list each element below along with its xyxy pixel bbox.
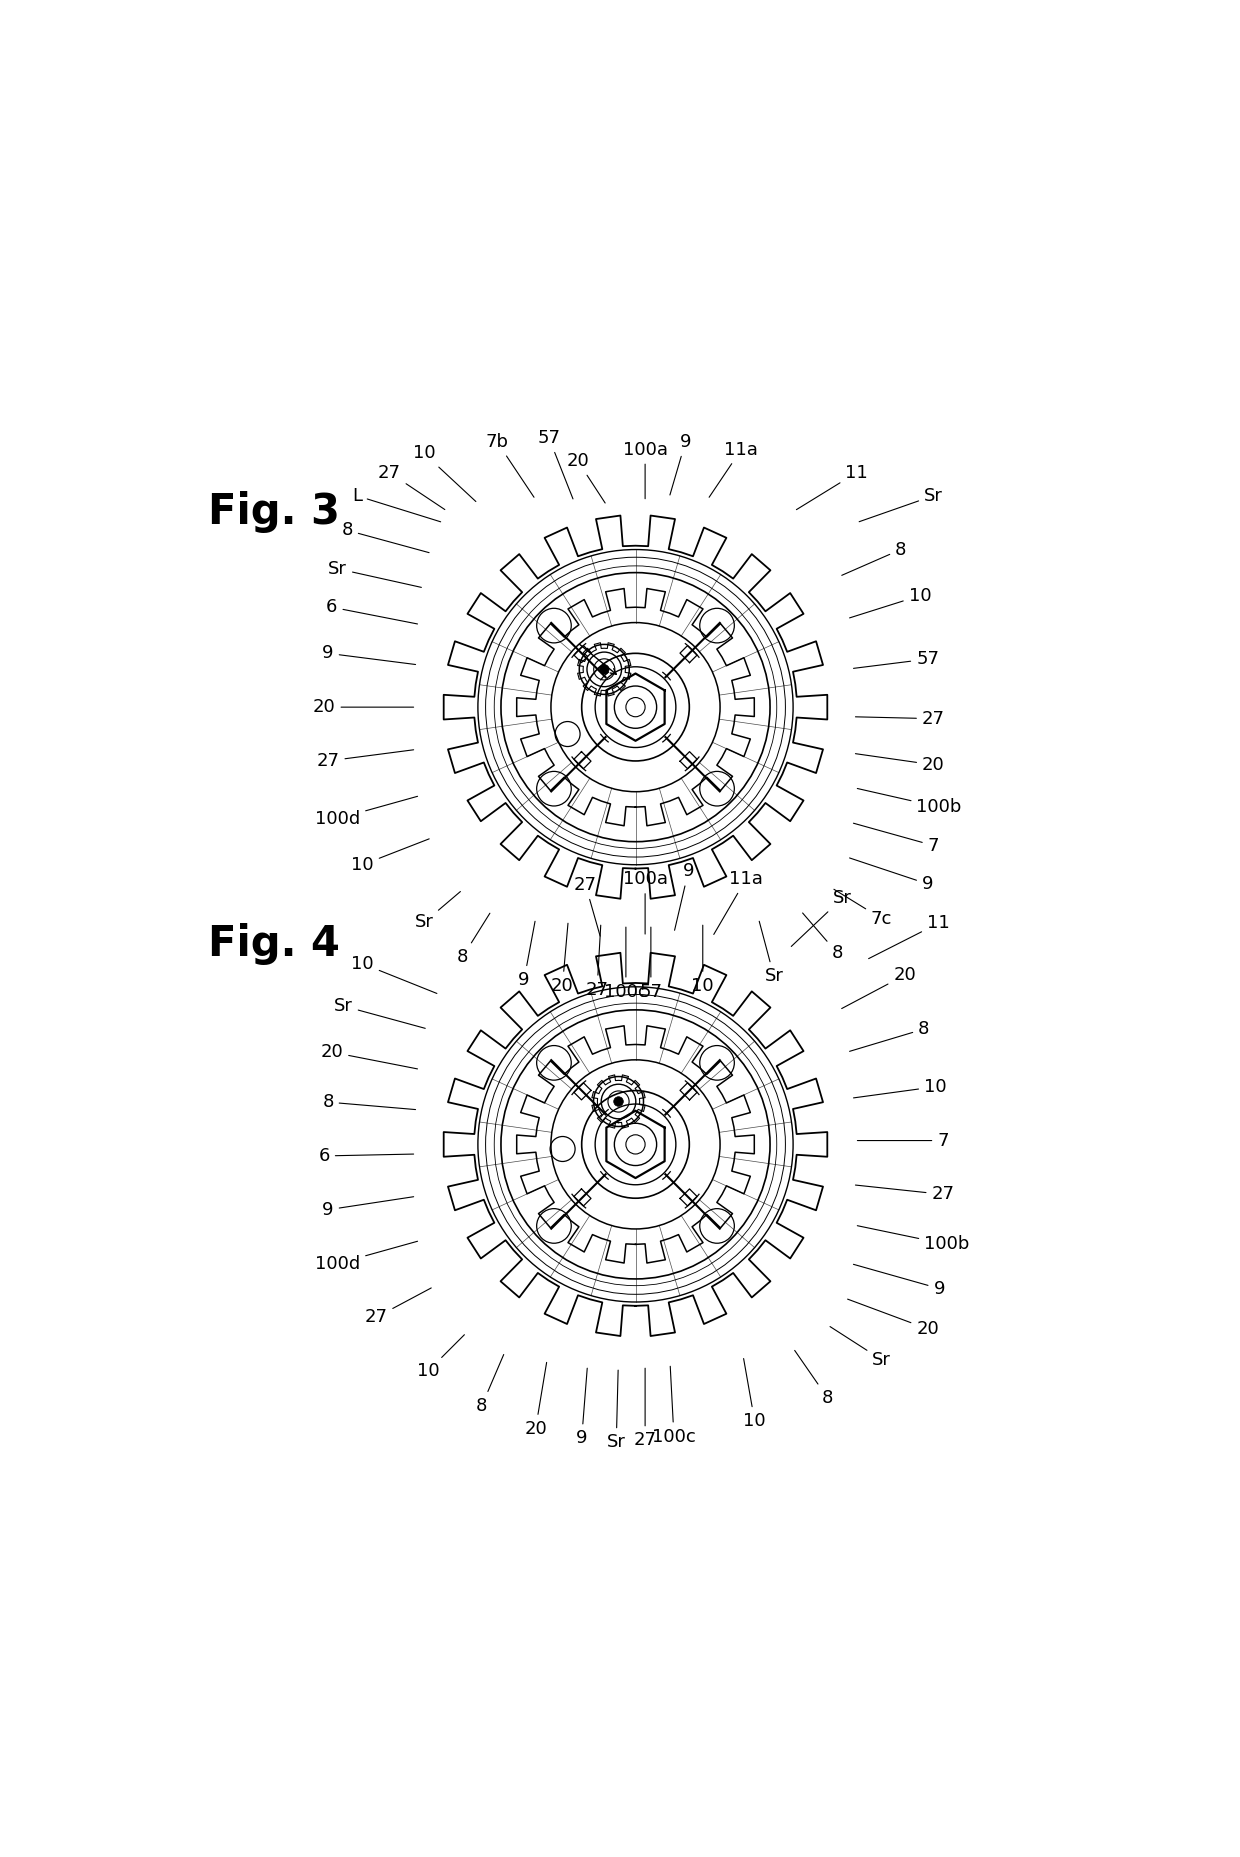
Text: Fig. 4: Fig. 4 (208, 923, 340, 966)
Text: 100b: 100b (857, 789, 962, 815)
Text: 11: 11 (869, 914, 950, 958)
Text: 9: 9 (322, 644, 415, 665)
Text: 100a: 100a (622, 440, 667, 500)
Text: 27: 27 (856, 709, 945, 728)
Text: 8: 8 (842, 540, 906, 576)
Text: 20: 20 (842, 966, 916, 1008)
Text: 9: 9 (518, 921, 534, 990)
Text: 100c: 100c (604, 927, 647, 1001)
Text: 7: 7 (853, 823, 939, 854)
Text: Sr: Sr (759, 921, 784, 986)
Text: 8: 8 (802, 914, 843, 962)
Text: 20: 20 (320, 1044, 418, 1070)
Text: 6: 6 (319, 1148, 414, 1164)
Text: 10: 10 (853, 1077, 946, 1097)
Text: 11: 11 (796, 464, 868, 509)
Text: 8: 8 (322, 1094, 415, 1110)
Text: Fig. 3: Fig. 3 (208, 490, 340, 533)
Text: 100d: 100d (315, 1240, 418, 1272)
Text: 9: 9 (322, 1196, 414, 1218)
Text: 57: 57 (853, 650, 939, 669)
Text: 57: 57 (537, 429, 573, 500)
Text: 20: 20 (567, 451, 605, 503)
Text: 27: 27 (856, 1185, 955, 1203)
Text: 8: 8 (476, 1354, 503, 1415)
Text: Sr: Sr (329, 559, 422, 587)
Text: 9: 9 (853, 1265, 945, 1298)
Text: 27: 27 (585, 925, 609, 999)
Circle shape (614, 1097, 624, 1107)
Text: Sr: Sr (791, 890, 852, 947)
Text: 7: 7 (857, 1131, 949, 1149)
Text: 11a: 11a (709, 440, 758, 498)
Text: 9: 9 (575, 1369, 588, 1447)
Text: 10: 10 (417, 1335, 465, 1380)
Circle shape (599, 665, 609, 674)
Text: 20: 20 (525, 1363, 547, 1437)
Text: 8: 8 (341, 522, 429, 553)
Text: Sr: Sr (334, 997, 425, 1029)
Text: 11a: 11a (714, 871, 763, 934)
Text: 100b: 100b (857, 1226, 970, 1253)
Text: 100a: 100a (622, 871, 667, 934)
Text: 27: 27 (634, 1369, 657, 1448)
Text: 100c: 100c (652, 1367, 696, 1445)
Text: Sr: Sr (859, 487, 942, 522)
Text: 10: 10 (849, 587, 931, 618)
Text: 9: 9 (849, 858, 934, 893)
Text: 8: 8 (849, 1019, 930, 1051)
Text: 9: 9 (670, 433, 691, 496)
Text: 20: 20 (848, 1300, 939, 1337)
Text: 8: 8 (456, 914, 490, 966)
Text: 9: 9 (675, 862, 694, 930)
Text: Sr: Sr (606, 1370, 626, 1452)
Text: Sr: Sr (830, 1326, 892, 1369)
Text: 20: 20 (551, 923, 574, 995)
Text: 10: 10 (351, 954, 436, 993)
Text: 57: 57 (640, 927, 662, 1001)
Text: 10: 10 (413, 444, 476, 501)
Text: 100d: 100d (315, 797, 418, 828)
Text: L: L (352, 487, 440, 522)
Text: 7c: 7c (835, 890, 893, 927)
Text: 10: 10 (743, 1359, 766, 1430)
Text: 20: 20 (856, 754, 945, 774)
Text: 10: 10 (692, 925, 714, 995)
Text: 20: 20 (312, 698, 414, 717)
Text: 27: 27 (574, 877, 600, 936)
Text: 7b: 7b (486, 433, 534, 498)
Text: Sr: Sr (414, 891, 460, 932)
Text: 27: 27 (316, 750, 414, 771)
Text: 10: 10 (351, 839, 429, 875)
Text: 6: 6 (326, 598, 418, 624)
Text: 27: 27 (378, 464, 445, 509)
Text: 27: 27 (365, 1289, 432, 1326)
Text: 8: 8 (795, 1350, 833, 1408)
